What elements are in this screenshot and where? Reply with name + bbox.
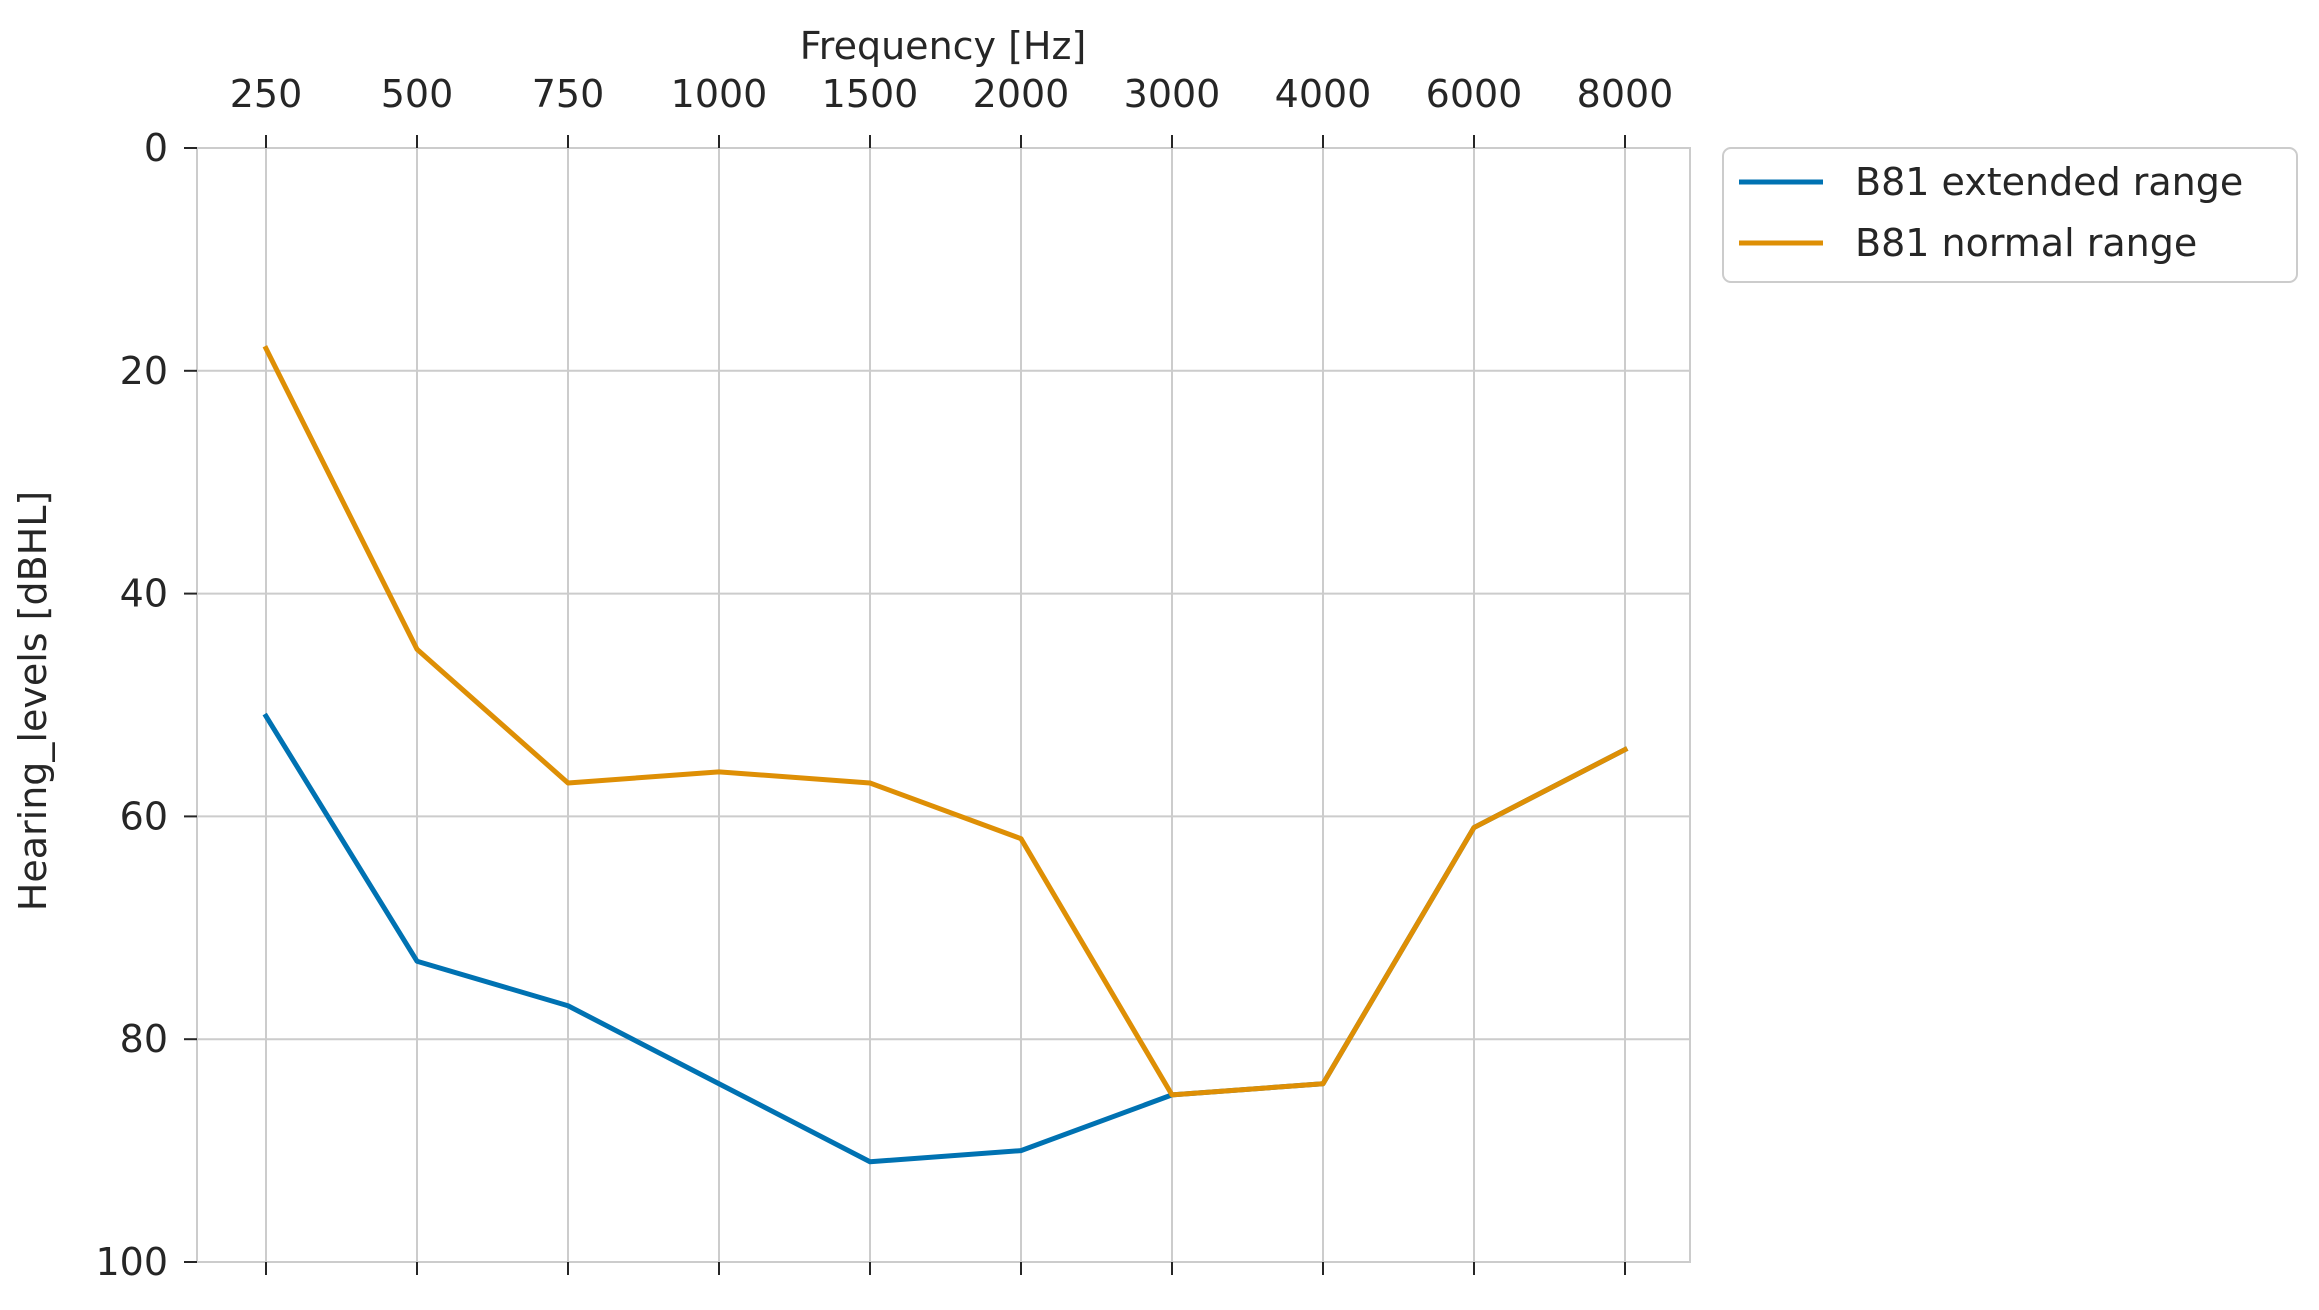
series-lines xyxy=(262,345,1629,1165)
legend-box xyxy=(1722,147,2298,283)
y-axis-label: Hearing_levels [dBHL] xyxy=(11,491,55,911)
x-tick-label: 1500 xyxy=(822,72,919,116)
x-tick-label: 3000 xyxy=(1124,72,1221,116)
x-tick-label: 4000 xyxy=(1275,72,1372,116)
legend: B81 extended range B81 normal range xyxy=(1722,147,2298,283)
series-line-1 xyxy=(262,712,1629,1165)
legend-label: B81 normal range xyxy=(1855,221,2197,265)
x-tick-label: 1000 xyxy=(671,72,768,116)
y-tick-label: 80 xyxy=(120,1017,168,1061)
y-tick-label: 40 xyxy=(120,572,168,616)
x-tick-label: 250 xyxy=(230,72,303,116)
y-tick-label: 0 xyxy=(144,126,168,170)
x-tick-label: 2000 xyxy=(973,72,1070,116)
y-ticks: 0 20 40 60 80 100 xyxy=(95,126,197,1284)
y-tick-label: 20 xyxy=(120,349,168,393)
series-line-2 xyxy=(262,345,1629,1098)
x-tick-label: 500 xyxy=(381,72,454,116)
x-ticks: 250 500 750 1000 1500 2000 3000 4000 6000 8000 xyxy=(230,72,1674,1275)
x-tick-label: 8000 xyxy=(1577,72,1674,116)
x-tick-label: 750 xyxy=(532,72,605,116)
legend-label: B81 extended range xyxy=(1855,160,2243,204)
plot-area: 250 500 750 1000 1500 2000 3000 4000 6000 8000 0 2… xyxy=(95,72,1691,1284)
y-tick-label: 60 xyxy=(120,794,168,838)
y-tick-label: 100 xyxy=(95,1240,168,1284)
plot-frame xyxy=(196,147,1691,1263)
x-axis-label: Frequency [Hz] xyxy=(800,24,1087,68)
grid xyxy=(197,148,1690,1262)
x-tick-label: 6000 xyxy=(1426,72,1523,116)
